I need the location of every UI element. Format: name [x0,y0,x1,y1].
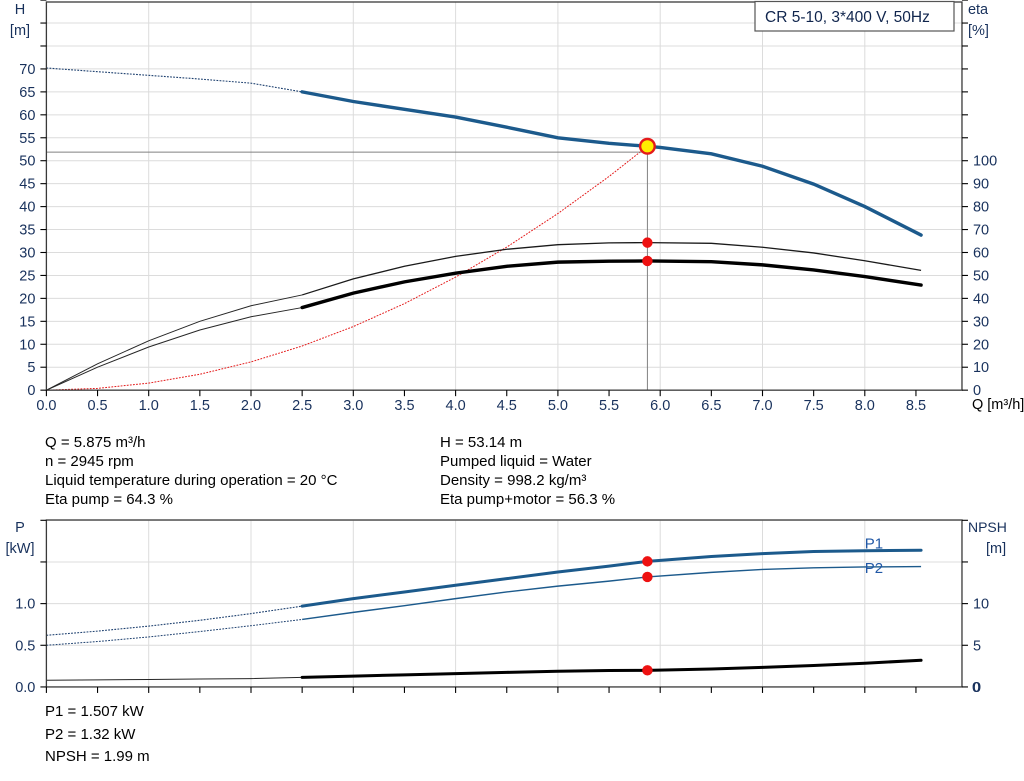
svg-text:eta: eta [968,2,989,18]
svg-text:Q = 5.875 m³/h: Q = 5.875 m³/h [45,434,145,451]
svg-text:70: 70 [19,62,35,78]
svg-text:10: 10 [19,337,35,353]
svg-text:0.5: 0.5 [87,398,107,414]
svg-text:Liquid temperature during oper: Liquid temperature during operation = 20… [45,472,338,489]
svg-text:4.5: 4.5 [497,398,517,414]
svg-text:60: 60 [973,245,989,261]
svg-text:[m]: [m] [10,23,30,39]
svg-text:20: 20 [973,337,989,353]
svg-text:Eta pump = 64.3 %: Eta pump = 64.3 % [45,491,173,508]
svg-text:5.0: 5.0 [548,398,568,414]
svg-text:Density = 998.2 kg/m³: Density = 998.2 kg/m³ [440,472,586,489]
svg-text:4.0: 4.0 [446,398,466,414]
svg-text:3.5: 3.5 [394,398,414,414]
svg-text:20: 20 [19,291,35,307]
svg-text:25: 25 [19,268,35,284]
svg-text:[m]: [m] [986,541,1006,557]
svg-text:P1 = 1.507 kW: P1 = 1.507 kW [45,703,145,720]
svg-text:NPSH = 1.99 m: NPSH = 1.99 m [45,748,150,765]
svg-text:0: 0 [973,383,981,399]
svg-text:65: 65 [19,85,35,101]
svg-text:30: 30 [973,314,989,330]
svg-text:15: 15 [19,314,35,330]
svg-text:P2: P2 [865,560,883,577]
svg-text:60: 60 [19,108,35,124]
svg-text:P2 = 1.32 kW: P2 = 1.32 kW [45,726,136,743]
svg-text:[kW]: [kW] [6,541,35,557]
svg-text:55: 55 [19,131,35,147]
svg-text:[%]: [%] [968,23,989,39]
svg-text:100: 100 [973,154,997,170]
svg-text:7.0: 7.0 [752,398,772,414]
svg-text:Pumped liquid = Water: Pumped liquid = Water [440,453,592,470]
svg-text:CR 5-10, 3*400 V, 50Hz: CR 5-10, 3*400 V, 50Hz [765,9,930,26]
svg-text:70: 70 [973,223,989,239]
svg-text:1.5: 1.5 [190,398,210,414]
svg-text:6.5: 6.5 [701,398,721,414]
svg-text:8.0: 8.0 [855,398,875,414]
svg-text:1.0: 1.0 [139,398,159,414]
svg-text:90: 90 [973,177,989,193]
svg-text:1.0: 1.0 [15,597,35,613]
svg-text:5.5: 5.5 [599,398,619,414]
svg-text:50: 50 [973,268,989,284]
svg-text:35: 35 [19,223,35,239]
svg-text:40: 40 [19,200,35,216]
svg-text:8.5: 8.5 [906,398,926,414]
svg-text:7.5: 7.5 [804,398,824,414]
svg-text:H = 53.14 m: H = 53.14 m [440,434,522,451]
svg-text:n = 2945 rpm: n = 2945 rpm [45,453,134,470]
svg-text:0: 0 [973,680,981,696]
svg-text:P: P [15,520,25,536]
svg-text:10: 10 [973,360,989,376]
svg-text:Q [m³/h]: Q [m³/h] [972,397,1024,413]
svg-text:80: 80 [973,200,989,216]
svg-text:6.0: 6.0 [650,398,670,414]
svg-text:NPSH: NPSH [968,519,1007,535]
svg-text:3.0: 3.0 [343,398,363,414]
svg-text:2.5: 2.5 [292,398,312,414]
svg-text:P1: P1 [865,536,883,553]
svg-text:30: 30 [19,245,35,261]
svg-text:0.5: 0.5 [15,638,35,654]
svg-text:H: H [15,2,25,18]
svg-text:0: 0 [27,383,35,399]
svg-text:Eta pump+motor = 56.3 %: Eta pump+motor = 56.3 % [440,491,615,508]
svg-text:2.0: 2.0 [241,398,261,414]
svg-text:0.0: 0.0 [15,680,35,696]
svg-text:5: 5 [27,360,35,376]
svg-text:40: 40 [973,291,989,307]
svg-text:45: 45 [19,177,35,193]
svg-text:5: 5 [973,638,981,654]
svg-text:10: 10 [973,597,989,613]
svg-text:0.0: 0.0 [36,398,56,414]
svg-text:50: 50 [19,154,35,170]
